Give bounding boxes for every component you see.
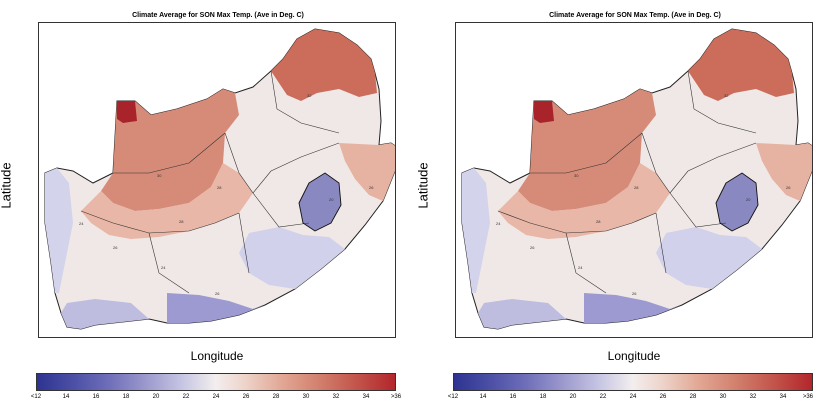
colorbar-tick: >36 [802,394,813,400]
colorbar-tick: 28 [272,394,280,400]
colorbar-tick: 32 [332,394,340,400]
colorbar-tick: 32 [749,394,757,400]
cool-zone-lesotho [716,173,758,231]
colorbar-tick: 16 [92,394,100,400]
colorbar-tick: 30 [719,394,727,400]
colorbar-tick: 26 [659,394,667,400]
colorbar-tick: 24 [212,394,220,400]
cool-zone-lesotho [299,173,341,231]
map-panel-right: Climate Average for SON Max Temp. (Ave i… [415,0,834,410]
hot-zone-north [271,29,377,101]
map-title: Climate Average for SON Max Temp. (Ave i… [132,12,304,19]
hot-zone-north [688,29,794,101]
colorbar-tick: 14 [62,394,70,400]
cool-zone-cape [478,299,566,329]
warm-zone-central [498,163,670,239]
colorbar-tick: 22 [182,394,190,400]
colorbar-tick: 18 [539,394,547,400]
warm-zone-east [339,143,395,201]
contour-label: 26 [369,185,374,190]
temperature-map: 32 30 28 28 24 26 24 26 20 26 [44,28,395,330]
colorbar-tick: 24 [629,394,637,400]
x-axis-label: Longitude [190,349,244,363]
colorbar-tick: 18 [122,394,130,400]
lesotho-outline [298,172,342,232]
temperature-map: 32 30 28 28 24 26 24 26 20 26 [461,28,812,330]
colorbar-tick: >36 [390,394,402,400]
y-axis-label: Latitude [415,162,431,209]
lesotho-outline [715,172,759,232]
colorbar-tick: 30 [302,394,310,400]
contour-label: 26 [113,245,118,250]
cool-zone-southeast [239,227,345,289]
contour-label: 32 [307,93,312,98]
very-hot-zone [534,101,554,123]
colorbar-tick: 34 [779,394,787,400]
colorbar-tick: 14 [479,394,487,400]
y-axis-label: Latitude [0,162,14,209]
cool-zone-south [584,293,682,323]
contour-label: 26 [530,245,535,250]
colorbar-tick: 28 [689,394,697,400]
map-plot-area: 32 30 28 28 24 26 24 26 20 26 [455,22,813,338]
map-title: Climate Average for SON Max Temp. (Ave i… [549,12,721,19]
map-plot-area: 32 30 28 28 24 26 24 26 20 26 [38,22,396,338]
contour-label: 28 [596,219,601,224]
contour-label: 26 [786,185,791,190]
contour-label: 30 [574,173,579,178]
very-hot-zone [117,101,137,123]
colorbar-tick: 34 [362,394,370,400]
contour-label: 26 [632,291,637,296]
contour-label: 20 [746,197,751,202]
colorbar-tick: <12 [30,394,42,400]
map-panel-left: Climate Average for SON Max Temp. (Ave i… [0,12,402,400]
cool-zone-cape [61,299,149,329]
contour-label: 32 [724,93,729,98]
contour-label: 24 [496,221,501,226]
colorbar-tick: 22 [599,394,607,400]
colorbar-tick: 20 [152,394,160,400]
warm-zone-east [756,143,812,201]
x-axis-label: Longitude [607,349,661,363]
colorbar [453,373,813,391]
contour-label: 28 [217,185,222,190]
contour-label: 20 [329,197,334,202]
colorbar-tick: 16 [509,394,517,400]
cool-zone-west-coast [462,168,490,293]
colorbar-tick: 20 [569,394,577,400]
contour-label: 30 [157,173,162,178]
contour-label: 28 [634,185,639,190]
contour-label: 24 [161,265,166,270]
warm-zone-central [81,163,253,239]
cool-zone-west-coast [45,168,73,293]
province-borders [80,70,340,294]
cool-zone-southeast [656,227,762,289]
colorbar-tick: <12 [447,394,459,400]
colorbar [36,373,396,391]
province-borders [497,70,757,294]
contour-label: 24 [79,221,84,226]
cool-zone-south [167,293,265,323]
contour-label: 26 [215,291,220,296]
contour-label: 28 [179,219,184,224]
colorbar-tick: 26 [242,394,250,400]
contour-label: 24 [578,265,583,270]
